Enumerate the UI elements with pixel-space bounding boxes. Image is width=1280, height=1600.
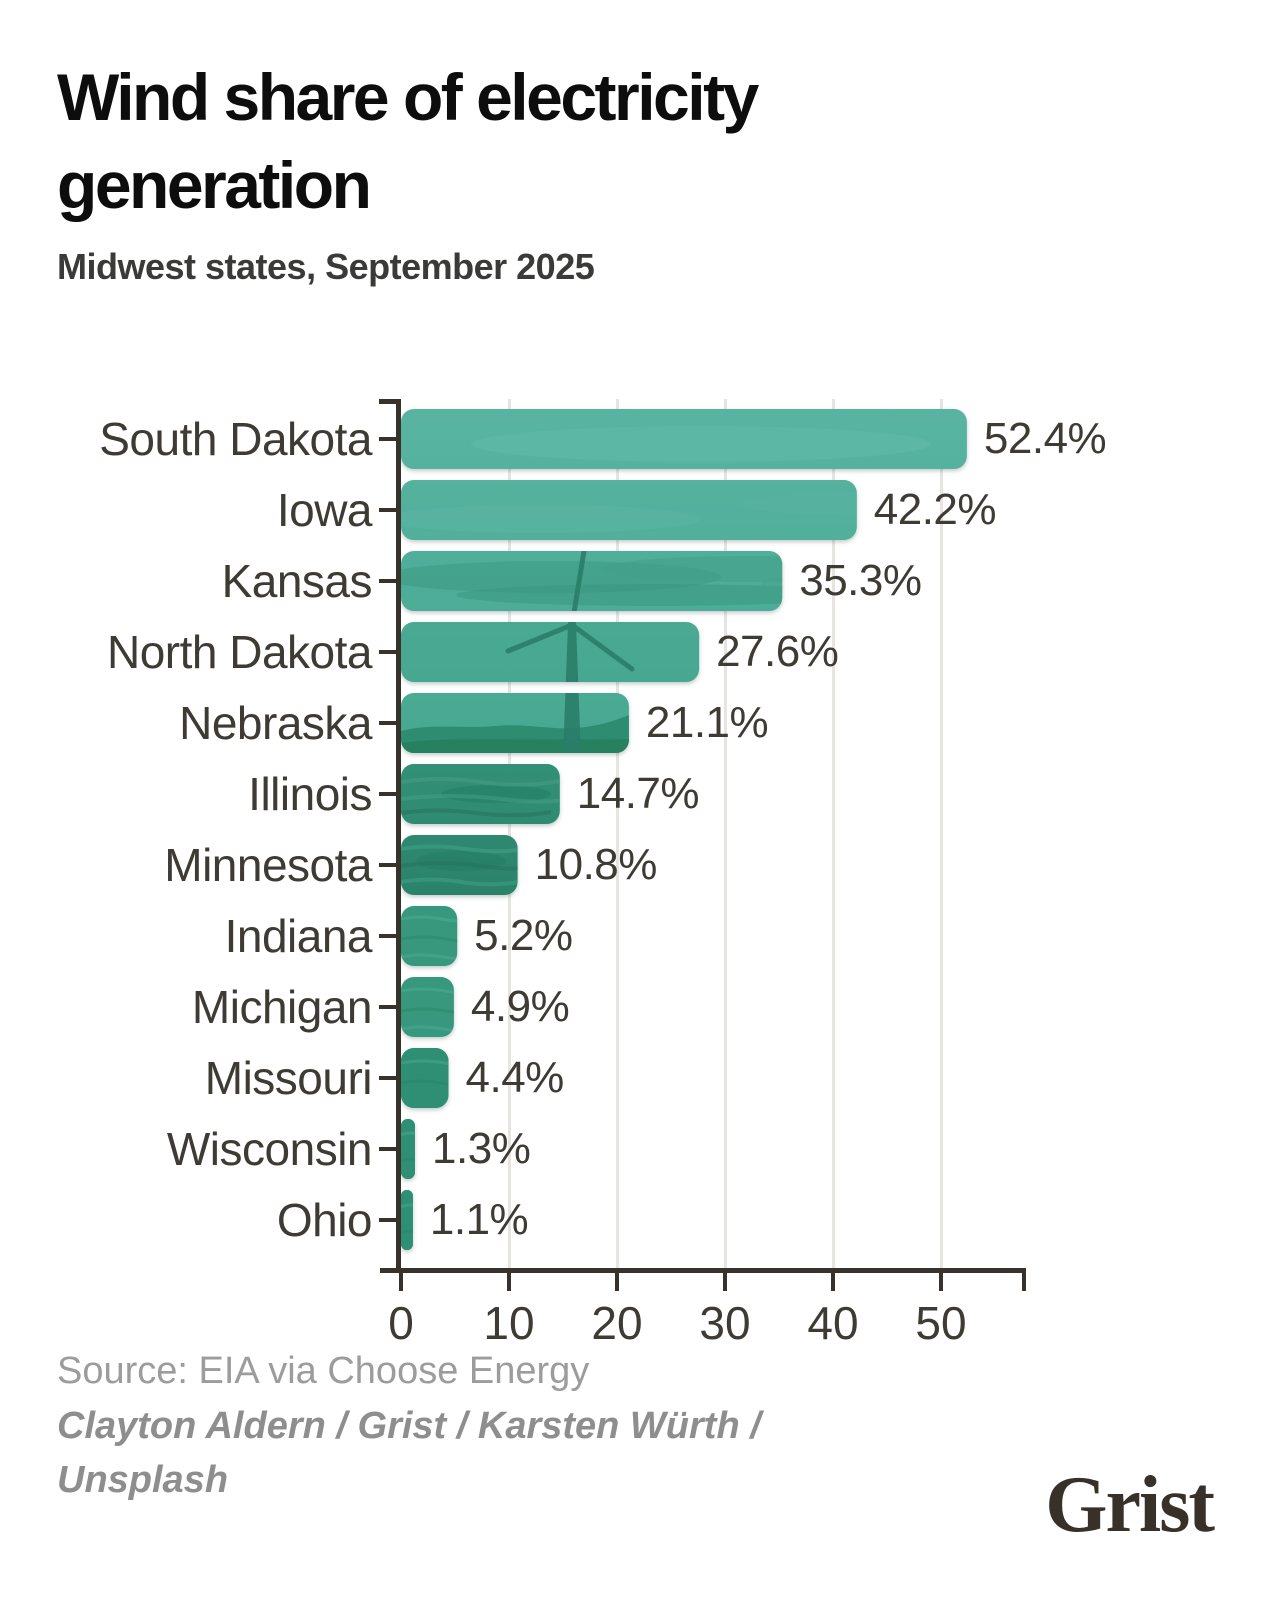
x-tick-label-10: 10	[483, 1297, 535, 1349]
value-label: 5.2%	[474, 911, 573, 960]
x-tick-0	[399, 1268, 403, 1291]
x-tick-20	[615, 1268, 619, 1291]
gridline-30	[723, 399, 727, 1268]
chart-subtitle: Midwest states, September 2025	[57, 246, 595, 287]
category-tick	[379, 1076, 398, 1080]
x-tick-50	[939, 1268, 943, 1291]
x-tick-label-0: 0	[388, 1297, 414, 1349]
value-label: 42.2%	[873, 485, 997, 534]
category-tick	[379, 863, 398, 867]
bar-chart-plot: South Dakota 52.4% Iowa 42.2% Kansas 35.3% Nor…	[99, 399, 1107, 1349]
x-tick-10	[507, 1268, 511, 1291]
value-label: 52.4%	[983, 414, 1107, 463]
value-label: 27.6%	[716, 627, 839, 676]
category-label-michigan: Michigan	[191, 981, 373, 1033]
category-label-missouri: Missouri	[204, 1052, 373, 1104]
category-tick	[379, 721, 398, 725]
category-tick	[379, 792, 398, 796]
y-axis-line	[396, 399, 401, 1268]
category-tick	[379, 437, 398, 441]
category-tick	[379, 650, 398, 654]
grist-logo: Grist	[1045, 1461, 1215, 1549]
x-tick-30	[723, 1268, 727, 1291]
x-tick-label-50: 50	[915, 1297, 967, 1349]
value-label: 4.9%	[470, 982, 570, 1031]
category-label-wisconsin: Wisconsin	[166, 1123, 373, 1175]
category-tick	[379, 579, 398, 583]
x-tick-40	[831, 1268, 835, 1291]
credit-note: Clayton Aldern / Grist / Karsten Würth /…	[57, 1405, 761, 1501]
value-label: 35.3%	[799, 556, 922, 605]
category-label-ohio: Ohio	[276, 1194, 373, 1246]
gridline-50	[939, 399, 943, 1268]
value-label: 10.8%	[534, 840, 658, 889]
gridline-40	[831, 399, 835, 1268]
category-tick	[379, 1147, 398, 1151]
value-label: 14.7%	[576, 769, 700, 818]
category-tick	[379, 1218, 398, 1222]
x-axis-line	[380, 1268, 1026, 1273]
x-tick-label-20: 20	[591, 1297, 643, 1349]
category-label-illinois: Illinois	[248, 768, 372, 820]
x-tick-label-40: 40	[807, 1297, 859, 1349]
category-tick	[379, 1005, 398, 1009]
value-label: 4.4%	[465, 1053, 565, 1102]
category-tick	[379, 508, 398, 512]
gridline-20	[615, 399, 619, 1268]
y-axis-top-cap	[379, 399, 401, 404]
photo-textured-bars	[401, 409, 967, 1250]
gridline-10	[507, 399, 511, 1268]
category-label-minnesota: Minnesota	[164, 839, 372, 891]
x-tick-label-30: 30	[699, 1297, 751, 1349]
value-label: 1.3%	[432, 1124, 531, 1173]
value-label: 1.1%	[429, 1195, 529, 1244]
category-tick	[379, 934, 398, 938]
category-label-nebraska: Nebraska	[179, 697, 372, 749]
chart-title: Wind share of electricity generation	[57, 60, 759, 222]
category-label-south-dakota: South Dakota	[99, 413, 372, 465]
category-label-indiana: Indiana	[224, 910, 373, 962]
category-label-kansas: Kansas	[221, 555, 373, 607]
value-label: 21.1%	[645, 698, 769, 747]
x-axis-end-tick	[1022, 1268, 1026, 1291]
category-label-north-dakota: North Dakota	[106, 626, 373, 678]
category-label-iowa: Iowa	[276, 484, 373, 536]
source-note: Source: EIA via Choose Energy	[57, 1350, 590, 1392]
